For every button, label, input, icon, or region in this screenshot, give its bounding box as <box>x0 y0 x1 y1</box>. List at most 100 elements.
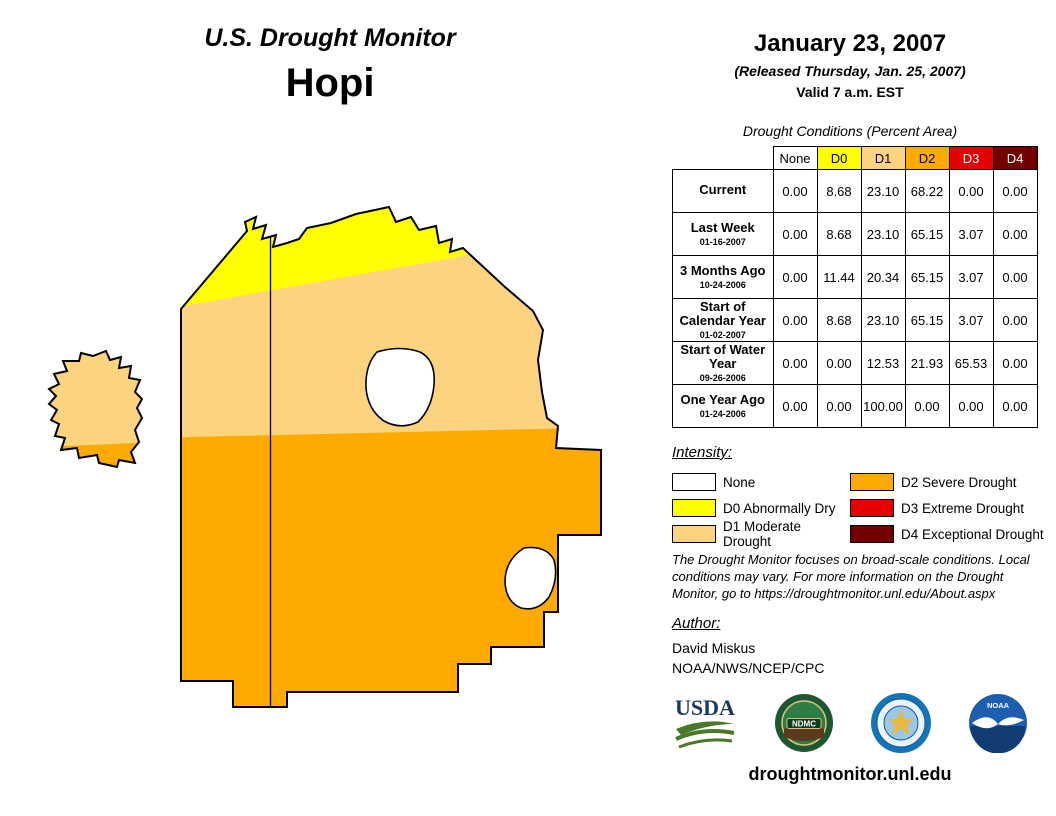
table-cell: 0.00 <box>992 341 1038 385</box>
table-cell: 12.53 <box>860 341 906 385</box>
legend-label: None <box>723 474 756 490</box>
legend-item-d1: D1 Moderate Drought <box>672 519 850 549</box>
intensity-legend: Intensity: None D0 Abnormally Dry D1 Mod… <box>672 444 1044 549</box>
table-cell: 65.15 <box>904 212 950 256</box>
legend-item-d3: D3 Extreme Drought <box>850 499 1044 517</box>
row-sub-date: 01-24-2006 <box>699 408 746 419</box>
map-west-district <box>49 351 142 467</box>
usda-field-line-2 <box>678 738 733 749</box>
date-block: January 23, 2007 (Released Thursday, Jan… <box>672 30 1028 100</box>
ndmc-banner <box>786 718 822 729</box>
map-west-outline <box>47 349 144 469</box>
table-cell: 0.00 <box>816 384 862 428</box>
table-cell: 8.68 <box>816 298 862 342</box>
table-cell: 0.00 <box>948 169 994 213</box>
map-west-d1-moderate <box>49 351 142 447</box>
table-cell: 0.00 <box>772 341 818 385</box>
table-cell: 65.53 <box>948 341 994 385</box>
row-label-text: Start of Calendar Year <box>679 298 766 329</box>
row-label-text: Start of Water Year <box>680 341 766 372</box>
d2-swatch <box>850 473 894 491</box>
legend-label: D0 Abnormally Dry <box>723 500 836 516</box>
table-cell: 0.00 <box>992 384 1038 428</box>
table-header-row: None D0 D1 D2 D3 D4 <box>673 146 1038 170</box>
table-cell: 11.44 <box>816 255 862 299</box>
table-row-one-year-ago: One Year Ago 01-24-2006 0.00 0.00 100.00… <box>672 384 1038 428</box>
table-cell: 0.00 <box>992 212 1038 256</box>
drought-conditions-table: None D0 D1 D2 D3 D4 Current 0.00 8.68 23… <box>672 146 1038 428</box>
table-row-current: Current 0.00 8.68 23.10 68.22 0.00 0.00 <box>672 169 1038 213</box>
table-cell: 68.22 <box>904 169 950 213</box>
noaa-logo-text: NOAA <box>987 701 1010 710</box>
area-name: Hopi <box>285 61 375 105</box>
table-row-start-calendar-year: Start of Calendar Year 01-02-2007 0.00 8… <box>672 298 1038 342</box>
valid-time: Valid 7 a.m. EST <box>796 84 904 100</box>
legend-grid: None D0 Abnormally Dry D1 Moderate Droug… <box>672 469 1044 549</box>
legend-item-d4: D4 Exceptional Drought <box>850 525 1044 543</box>
row-label-text: 3 Months Ago <box>680 263 766 279</box>
ndmc-logo-text: NDMC <box>792 720 816 729</box>
table-cell: 0.00 <box>948 384 994 428</box>
column-header-d2: D2 <box>904 146 950 170</box>
table-cell: 8.68 <box>816 212 862 256</box>
table-cell: 0.00 <box>992 255 1038 299</box>
author-block: Author: David Miskus NOAA/NWS/NCEP/CPC <box>672 615 824 679</box>
table-title: Drought Conditions (Percent Area) <box>742 123 958 139</box>
row-label: Start of Calendar Year 01-02-2007 <box>672 298 774 342</box>
table-cell: 0.00 <box>772 255 818 299</box>
legend-label: D3 Extreme Drought <box>901 500 1025 516</box>
map-lake-hole <box>504 546 557 610</box>
d4-swatch <box>850 525 894 543</box>
d3-swatch <box>850 499 894 517</box>
table-cell: 0.00 <box>772 384 818 428</box>
row-label-text: Last Week <box>690 220 755 236</box>
row-label: One Year Ago 01-24-2006 <box>672 384 774 428</box>
row-label-text: Current <box>699 182 747 198</box>
row-sub-date: 10-24-2006 <box>699 279 746 290</box>
row-label: Current <box>672 169 774 213</box>
legend-item-d2: D2 Severe Drought <box>850 473 1044 491</box>
table-cell: 0.00 <box>772 298 818 342</box>
column-header-none: None <box>772 146 818 170</box>
disclaimer-text: The Drought Monitor focuses on broad-sca… <box>672 552 1030 602</box>
table-cell: 20.34 <box>860 255 906 299</box>
legend-title: Intensity: <box>672 444 733 461</box>
usda-logo-text: USDA <box>675 695 735 720</box>
table-cell: 3.07 <box>948 212 994 256</box>
column-header-d0: D0 <box>816 146 862 170</box>
table-cell: 23.10 <box>860 169 906 213</box>
department-of-commerce-seal <box>871 693 931 753</box>
table-cell: 65.15 <box>904 298 950 342</box>
legend-label: D1 Moderate Drought <box>723 519 802 549</box>
author-name: David Miskus <box>672 640 756 656</box>
row-sub-date: 01-02-2007 <box>699 330 746 340</box>
author-title: Author: <box>672 615 721 632</box>
usda-field-line-1 <box>675 729 735 741</box>
noaa-ocean <box>970 726 1026 753</box>
map-main-outline <box>180 205 602 708</box>
table-row-3-months-ago: 3 Months Ago 10-24-2006 0.00 11.44 20.34… <box>672 255 1038 299</box>
table-cell: 100.00 <box>860 384 906 428</box>
legend-item-d0: D0 Abnormally Dry <box>672 499 850 517</box>
commerce-eagle-emblem <box>888 710 914 735</box>
table-cell: 0.00 <box>992 169 1038 213</box>
table-cell: 23.10 <box>860 212 906 256</box>
row-sub-date: 09-26-2006 <box>699 373 746 383</box>
author-organization: NOAA/NWS/NCEP/CPC <box>672 660 825 677</box>
table-header-blank <box>673 147 774 170</box>
noaa-seagull <box>972 717 1024 729</box>
table-row-last-week: Last Week 01-16-2007 0.00 8.68 23.10 65.… <box>672 212 1038 256</box>
table-cell: 0.00 <box>904 384 950 428</box>
d0-swatch <box>672 499 716 517</box>
table-cell: 3.07 <box>948 255 994 299</box>
map-date: January 23, 2007 <box>753 30 947 57</box>
table-row-start-water-year: Start of Water Year 09-26-2006 0.00 0.00… <box>672 341 1038 385</box>
table-cell: 0.00 <box>816 341 862 385</box>
legend-item-none: None <box>672 473 850 491</box>
none-swatch <box>672 473 716 491</box>
noaa-logo: NOAA <box>969 694 1027 753</box>
row-sub-date: 01-16-2007 <box>699 236 746 247</box>
page-title: U.S. Drought Monitor <box>204 24 456 52</box>
legend-label: D2 Severe Drought <box>901 474 1017 490</box>
map-main-region <box>181 207 601 707</box>
